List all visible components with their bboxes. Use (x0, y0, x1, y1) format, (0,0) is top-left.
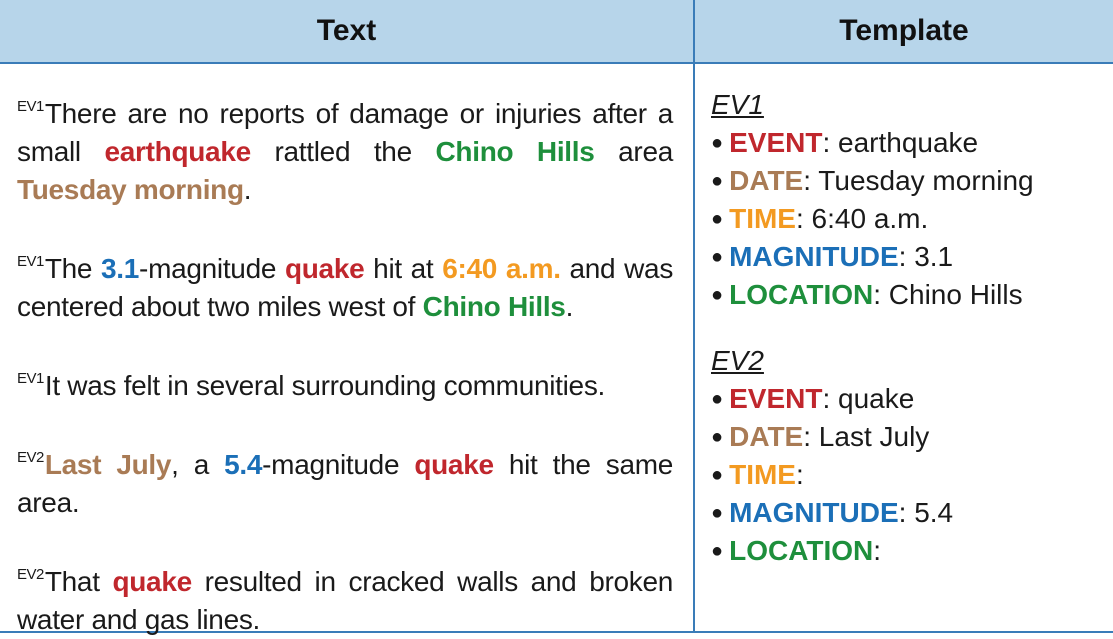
template-field: ● DATE: Last July (711, 418, 1113, 456)
field-value: : Tuesday morning (803, 165, 1034, 196)
plain-text: That (44, 566, 113, 597)
template-field: ● TIME: 6:40 a.m. (711, 200, 1113, 238)
bullet-icon: ● (711, 246, 724, 268)
template-field: ● TIME: (711, 456, 1113, 494)
text-paragraph: EV1There are no reports of damage or inj… (17, 88, 673, 209)
plain-text: . (565, 291, 574, 322)
template-field: ● EVENT: earthquake (711, 124, 1113, 162)
text-paragraph: EV2That quake resulted in cracked walls … (17, 556, 673, 639)
text-paragraph: EV2Last July, a 5.4-magnitude quake hit … (17, 439, 673, 522)
field-value: : 3.1 (898, 241, 954, 272)
template-field: ● EVENT: quake (711, 380, 1113, 418)
text-column-header: Text (0, 0, 695, 62)
template-field: ● MAGNITUDE: 5.4 (711, 494, 1113, 532)
event-mention: quake (284, 253, 365, 284)
template-column: EV1 ● EVENT: earthquake ● DATE: Tuesday morn… (695, 64, 1113, 631)
plain-text: There are no reports of damage or injuri… (17, 98, 673, 167)
plain-text: hit the same area. (17, 449, 674, 518)
field-key: MAGNITUDE (729, 241, 899, 272)
plain-text: -magnitude (262, 449, 415, 480)
event-mention: quake (414, 449, 494, 480)
event-tag: EV1 (17, 98, 44, 115)
field-key: TIME (729, 203, 796, 234)
template-title: EV2 (711, 345, 764, 376)
field-value: : earthquake (822, 127, 979, 158)
field-key: TIME (729, 459, 796, 490)
template-field: ● MAGNITUDE: 3.1 (711, 238, 1113, 276)
bullet-icon: ● (711, 388, 724, 410)
text-paragraph: EV1It was felt in several surrounding co… (17, 360, 673, 405)
event-tag: EV1 (17, 253, 44, 270)
bullet-icon: ● (711, 426, 724, 448)
field-key: DATE (729, 421, 804, 452)
template-field: ● LOCATION: Chino Hills (711, 276, 1113, 314)
bullet-icon: ● (711, 540, 724, 562)
field-key: LOCATION (729, 279, 874, 310)
bullet-icon: ● (711, 208, 724, 230)
field-key: DATE (729, 165, 804, 196)
plain-text: -magnitude (139, 253, 285, 284)
plain-text: It was felt in several surrounding commu… (44, 370, 606, 401)
field-value: : Last July (803, 421, 930, 452)
plain-text: area (594, 136, 674, 167)
field-key: EVENT (729, 383, 823, 414)
plain-text: and was centered about two miles west of (17, 253, 674, 322)
time-mention: 6:40 a.m. (442, 253, 561, 284)
table-body: EV1There are no reports of damage or inj… (0, 64, 1113, 635)
plain-text: resulted in cracked walls and broken wat… (17, 566, 674, 635)
bullet-icon: ● (711, 502, 724, 524)
location-mention: Chino Hills (435, 136, 595, 167)
field-value: : Chino Hills (873, 279, 1023, 310)
template-title: EV1 (711, 89, 764, 120)
bullet-icon: ● (711, 132, 724, 154)
field-value: : 6:40 a.m. (795, 203, 929, 234)
event-tag: EV2 (17, 566, 44, 583)
field-value: : 5.4 (898, 497, 954, 528)
field-key: MAGNITUDE (729, 497, 899, 528)
bullet-icon: ● (711, 284, 724, 306)
plain-text: The (44, 253, 102, 284)
event-mention: earthquake (104, 136, 251, 167)
table-header: Text Template (0, 0, 1113, 64)
plain-text: , a (171, 449, 225, 480)
magnitude-mention: 5.4 (224, 449, 263, 480)
field-value: : (795, 459, 804, 490)
event-mention: quake (112, 566, 192, 597)
field-key: EVENT (729, 127, 823, 158)
text-column: EV1There are no reports of damage or inj… (0, 64, 695, 635)
bullet-icon: ● (711, 170, 724, 192)
field-value: : quake (822, 383, 915, 414)
bullet-icon: ● (711, 464, 724, 486)
text-paragraph: EV1The 3.1-magnitude quake hit at 6:40 a… (17, 243, 673, 326)
location-mention: Chino Hills (422, 291, 566, 322)
template-field: ● DATE: Tuesday morning (711, 162, 1113, 200)
field-value: : (873, 535, 882, 566)
template-field-list: ● EVENT: quake ● DATE: Last July ● TIME: ● MAGN… (711, 380, 1113, 570)
magnitude-mention: 3.1 (101, 253, 140, 284)
date-mention: Tuesday morning (17, 174, 244, 205)
plain-text: hit at (364, 253, 443, 284)
plain-text: . (243, 174, 252, 205)
event-tag: EV1 (17, 370, 44, 387)
template-column-header: Template (839, 14, 969, 47)
template-field: ● LOCATION: (711, 532, 1113, 570)
template-field-list: ● EVENT: earthquake ● DATE: Tuesday morning… (711, 124, 1113, 314)
date-mention: Last July (44, 449, 172, 480)
event-tag: EV2 (17, 449, 44, 466)
field-key: LOCATION (729, 535, 874, 566)
plain-text: rattled the (250, 136, 436, 167)
